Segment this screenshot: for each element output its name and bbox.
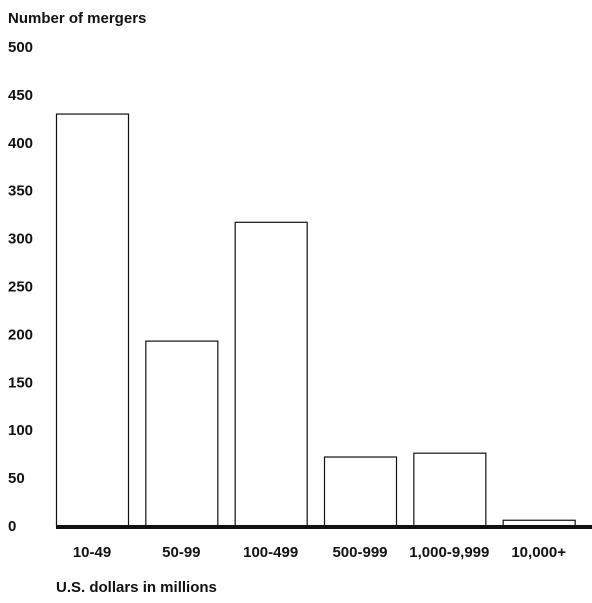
bar-10-49	[55, 113, 130, 527]
y-tick-labels: 0 50 100 150 200 250 300 350 400 450 500	[8, 39, 33, 535]
y-tick-label: 0	[8, 518, 16, 535]
bar-100-499	[234, 221, 308, 527]
y-tick-label: 200	[8, 326, 33, 343]
x-tick-label: 10-49	[73, 544, 111, 561]
y-tick-label: 400	[8, 135, 33, 152]
x-tick-label: 50-99	[162, 544, 200, 561]
y-tick-label: 150	[8, 374, 33, 391]
x-tick-label: 100-499	[243, 544, 298, 561]
x-tick-label: 10,000+	[511, 544, 566, 561]
y-tick-label: 450	[8, 87, 33, 104]
y-tick-label: 100	[8, 422, 33, 439]
x-axis-title: U.S. dollars in millions	[56, 579, 217, 596]
y-tick-label: 300	[8, 231, 33, 248]
x-tick-labels: 10-49 50-99 100-499 500-999 1,000-9,999 10,00…	[73, 544, 566, 561]
x-axis-baseline	[56, 525, 592, 529]
x-tick-label: 500-999	[332, 544, 387, 561]
y-tick-label: 350	[8, 183, 33, 200]
y-tick-label: 50	[8, 470, 25, 487]
y-tick-label: 500	[8, 39, 33, 56]
bar-500-999	[323, 456, 398, 527]
x-tick-label: 1,000-9,999	[409, 544, 489, 561]
bars	[55, 113, 576, 527]
y-tick-label: 250	[8, 279, 33, 296]
bar-1,000-9,999	[413, 452, 487, 527]
y-axis-title: Number of mergers	[8, 10, 146, 27]
bar-50-99	[145, 340, 219, 527]
